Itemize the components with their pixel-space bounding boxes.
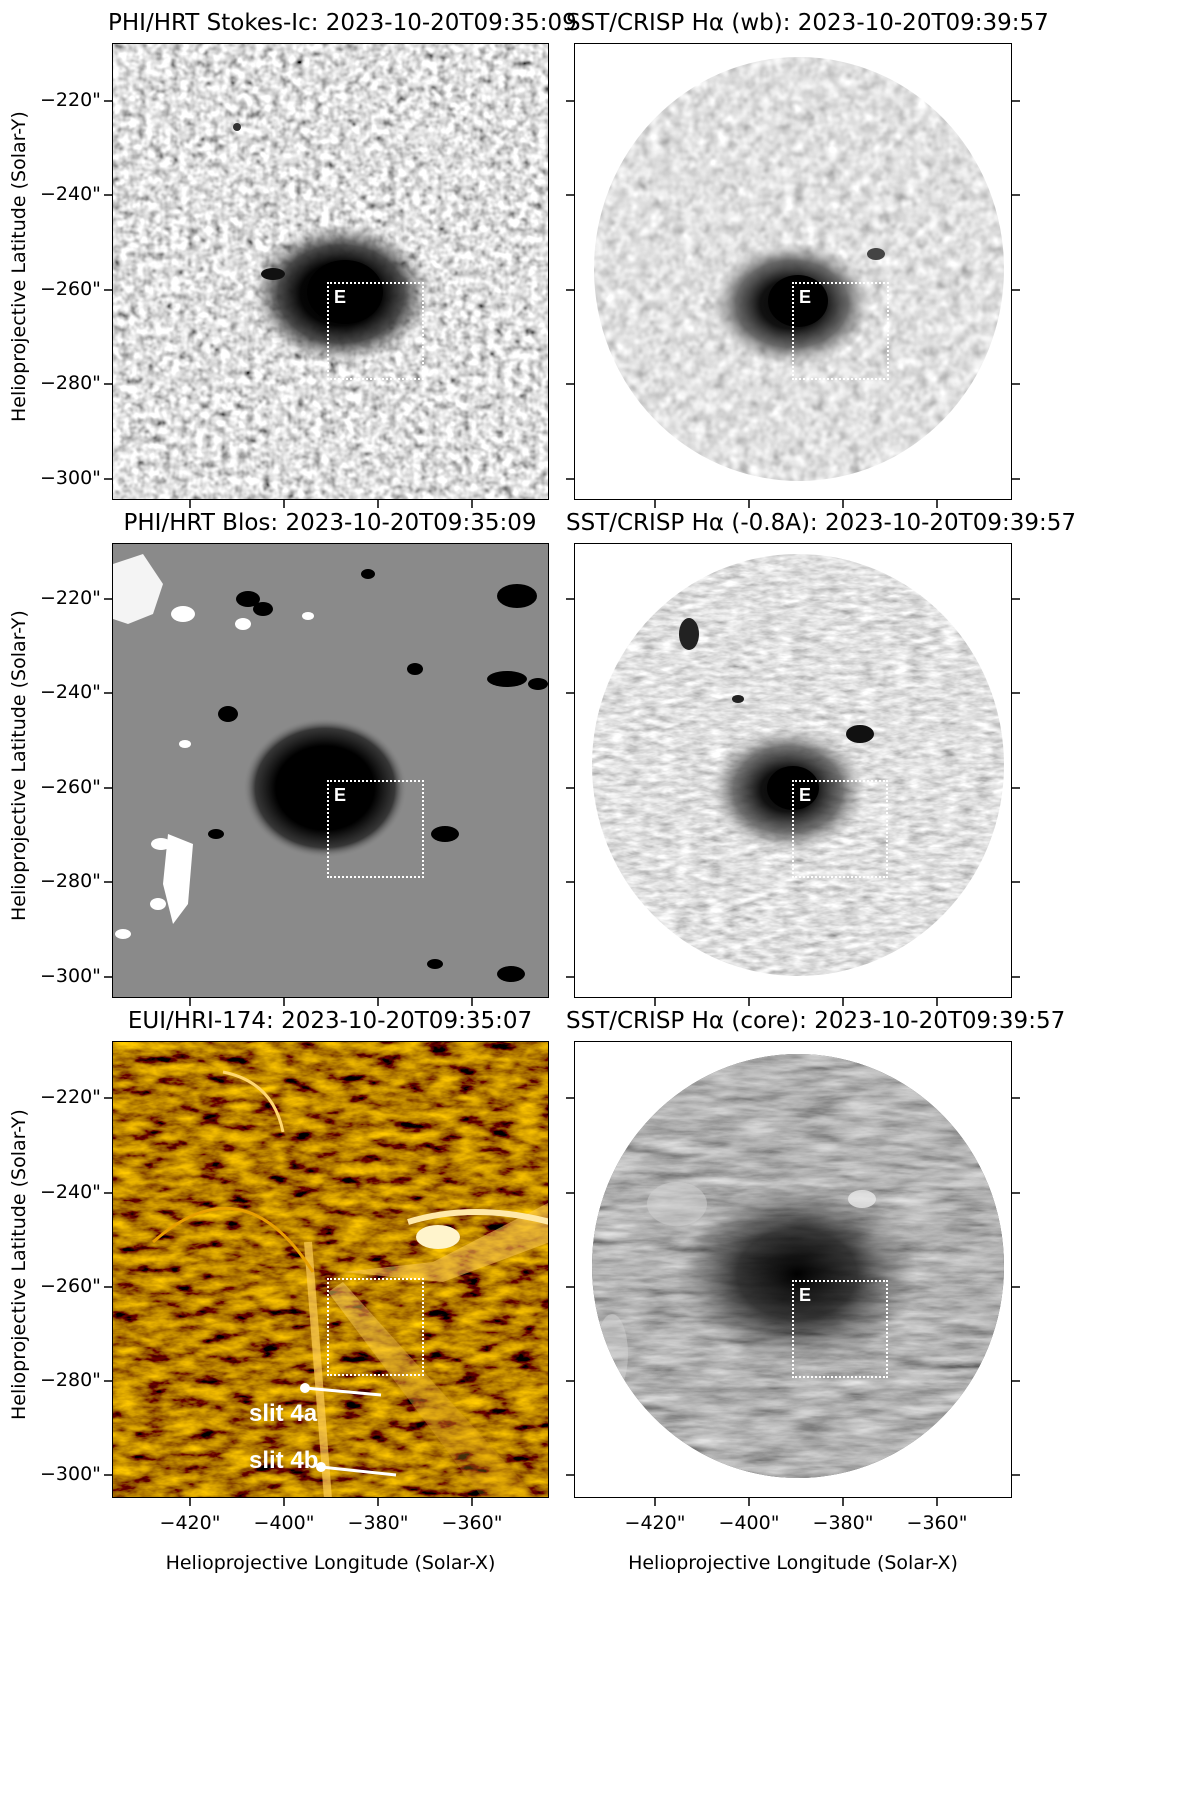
panel-title-ha-minus08: SST/CRISP Hα (-0.8A): 2023-10-20T09:39:5… bbox=[566, 510, 1076, 536]
ytick-label: −280" bbox=[40, 372, 101, 394]
panel-euv: slit 4a slit 4b bbox=[112, 1041, 549, 1498]
stokes-ic-image bbox=[113, 44, 548, 499]
ha-minus08-disk bbox=[592, 554, 1004, 976]
xtick-label: −380" bbox=[812, 1512, 874, 1534]
panel-blos: E bbox=[112, 543, 549, 998]
roi-box bbox=[327, 780, 424, 878]
roi-label: E bbox=[334, 287, 347, 307]
panel-ha-wb: E bbox=[574, 43, 1012, 500]
panel-title-blos: PHI/HRT Blos: 2023-10-20T09:35:09 bbox=[123, 510, 537, 536]
roi-label: E bbox=[799, 785, 812, 805]
ytick-label: −300" bbox=[40, 965, 101, 987]
xtick-label: −420" bbox=[624, 1512, 686, 1534]
xtick-label: −360" bbox=[441, 1512, 503, 1534]
y-axis-label: Helioprojective Latitude (Solar-Y) bbox=[8, 1109, 30, 1420]
xtick-label: −420" bbox=[159, 1512, 221, 1534]
ytick-label: −260" bbox=[40, 776, 101, 798]
roi-label: E bbox=[334, 785, 347, 805]
xtick-label: −360" bbox=[906, 1512, 968, 1534]
panel-title-ha-core: SST/CRISP Hα (core): 2023-10-20T09:39:57 bbox=[566, 1008, 1066, 1034]
ytick-label: −260" bbox=[40, 1275, 101, 1297]
ytick-label: −280" bbox=[40, 1369, 101, 1391]
panel-title-ha-wb: SST/CRISP Hα (wb): 2023-10-20T09:39:57 bbox=[566, 10, 1049, 36]
ytick-label: −240" bbox=[40, 183, 101, 205]
roi-box bbox=[327, 282, 424, 380]
panel-title-euv: EUI/HRI-174: 2023-10-20T09:35:07 bbox=[127, 1008, 533, 1034]
slit-4b-label: slit 4b bbox=[249, 1447, 319, 1474]
xtick-label: −400" bbox=[718, 1512, 780, 1534]
y-axis-label: Helioprojective Latitude (Solar-Y) bbox=[8, 111, 30, 422]
roi-label: E bbox=[799, 287, 812, 307]
roi-box bbox=[792, 282, 889, 380]
ytick-label: −300" bbox=[40, 467, 101, 489]
roi-box bbox=[327, 1278, 424, 1376]
ytick-label: −220" bbox=[40, 1086, 101, 1108]
roi-box bbox=[792, 780, 888, 878]
ytick-label: −240" bbox=[40, 681, 101, 703]
euv-image bbox=[113, 1042, 548, 1497]
x-axis-label: Helioprojective Longitude (Solar-X) bbox=[165, 1552, 496, 1574]
slit-4b-line bbox=[320, 1465, 397, 1477]
panel-ha-minus08: E bbox=[574, 543, 1012, 998]
panel-ha-core: E bbox=[574, 1041, 1012, 1498]
roi-label: E bbox=[799, 1285, 812, 1305]
xtick-label: −400" bbox=[253, 1512, 315, 1534]
roi-box bbox=[792, 1280, 888, 1378]
slit-4a-label: slit 4a bbox=[249, 1400, 318, 1427]
blos-image bbox=[113, 554, 548, 982]
ytick-label: −280" bbox=[40, 870, 101, 892]
panel-title-stokes-ic: PHI/HRT Stokes-Ic: 2023-10-20T09:35:09 bbox=[108, 10, 577, 36]
x-axis-label: Helioprojective Longitude (Solar-X) bbox=[628, 1552, 958, 1574]
panel-stokes-ic: E bbox=[112, 43, 549, 500]
ytick-label: −220" bbox=[40, 587, 101, 609]
ytick-label: −260" bbox=[40, 278, 101, 300]
ytick-label: −220" bbox=[40, 89, 101, 111]
ytick-label: −300" bbox=[40, 1463, 101, 1485]
ha-core-disk bbox=[592, 1054, 1004, 1478]
xtick-label: −380" bbox=[347, 1512, 409, 1534]
slit-4a-line bbox=[304, 1386, 382, 1397]
ytick-label: −240" bbox=[40, 1181, 101, 1203]
y-axis-label: Helioprojective Latitude (Solar-Y) bbox=[8, 610, 30, 921]
